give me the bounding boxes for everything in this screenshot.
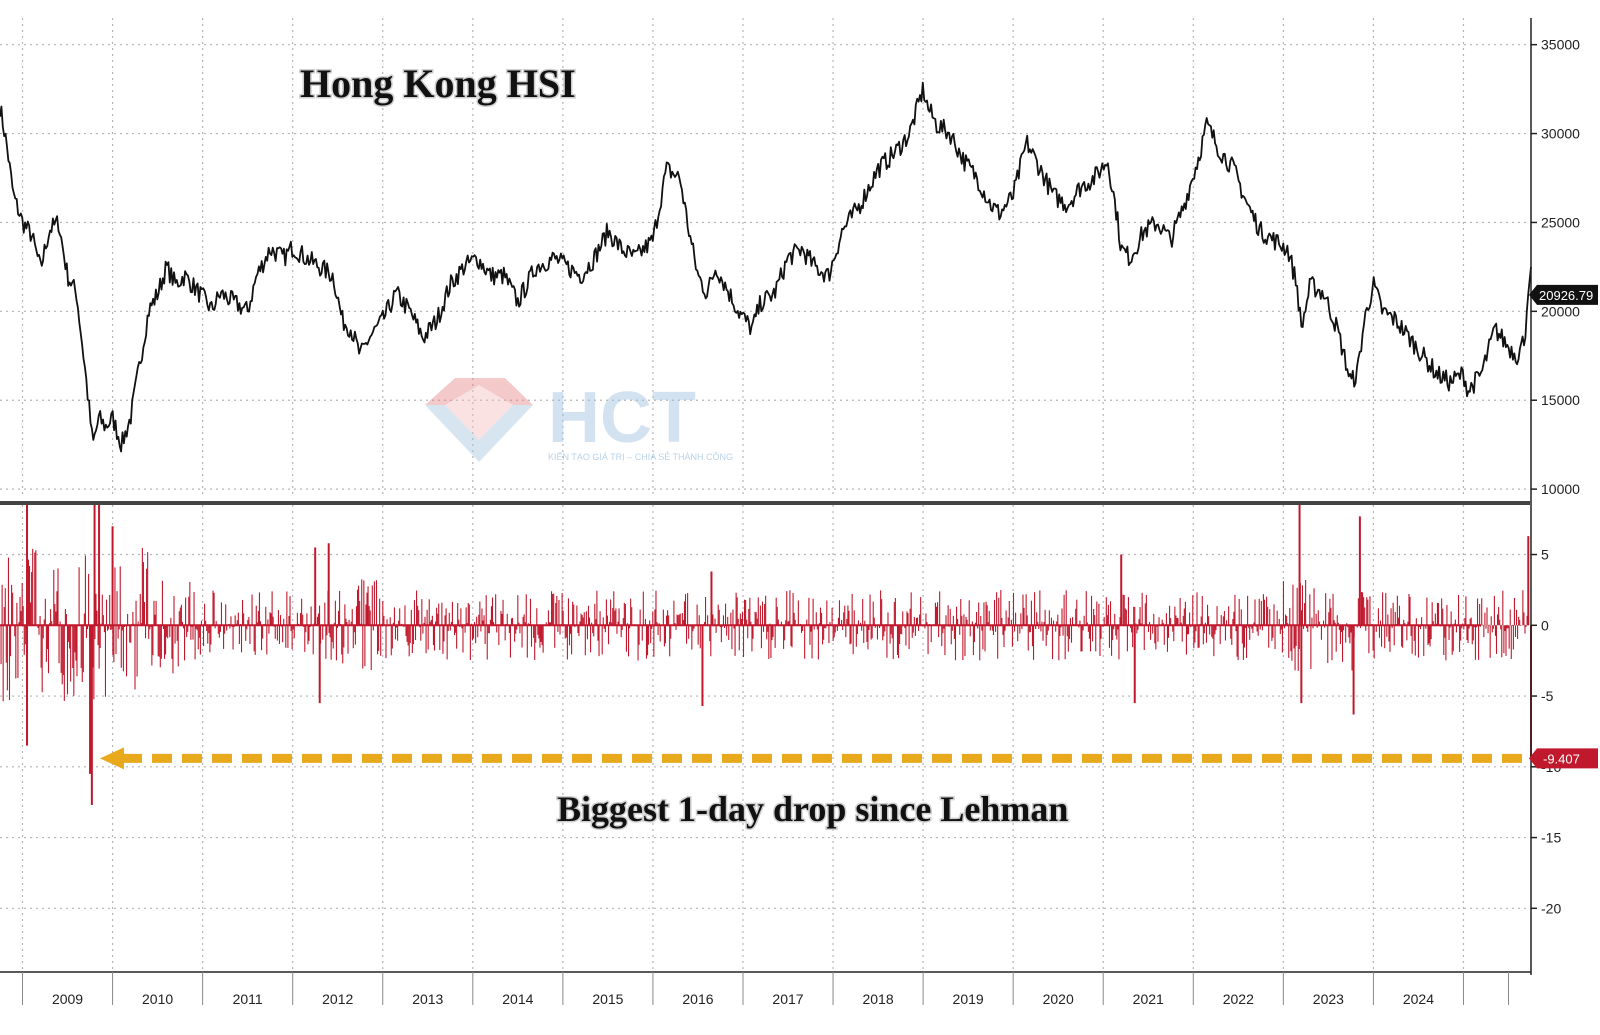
top-panel-grid — [0, 18, 1531, 498]
watermark-tagline: KIẾN TẠO GIÁ TRỊ – CHIA SẺ THÀNH CÔNG — [548, 451, 733, 462]
top-y-tick-label: 35000 — [1541, 37, 1580, 53]
watermark-text: HCT — [548, 378, 696, 458]
hsi-series-line — [0, 81, 1532, 453]
x-axis: 2008200920102011201220132014201520162017… — [22, 972, 1509, 1007]
x-tick-label: 2019 — [953, 991, 984, 1007]
top-y-tick-label: 25000 — [1541, 214, 1580, 230]
top-y-axis: 10000 15000 20000 25000 30000 35000 — [1531, 37, 1580, 497]
x-tick-label: 2011 — [233, 991, 263, 1007]
annotation-arrow — [99, 747, 1527, 770]
bottom-y-tick-label: -20 — [1541, 900, 1561, 916]
bottom-y-tick-label: 0 — [1541, 617, 1549, 633]
x-tick-label: 2014 — [502, 991, 533, 1007]
bottom-y-tick-label: -15 — [1541, 830, 1561, 846]
x-tick-label: 2022 — [1223, 991, 1254, 1007]
bottom-y-tick-label: 5 — [1541, 547, 1549, 563]
x-tick-label: 2021 — [1133, 991, 1164, 1007]
x-tick-label: 2016 — [682, 991, 713, 1007]
annotation-text: Biggest 1-day drop since Lehman — [557, 789, 1068, 829]
top-y-tick-label: 30000 — [1541, 126, 1580, 142]
panel-divider — [0, 501, 1530, 505]
last-value-badge-top: 20926.79 — [1529, 284, 1598, 305]
hct-watermark: HCT KIẾN TẠO GIÁ TRỊ – CHIA SẺ THÀNH CÔN… — [425, 378, 733, 462]
x-tick-label: 2009 — [52, 991, 83, 1007]
x-tick-label: 2010 — [142, 991, 173, 1007]
x-tick-label: 2020 — [1043, 991, 1074, 1007]
x-tick-label: 2017 — [772, 991, 803, 1007]
x-tick-label: 2015 — [592, 991, 623, 1007]
last-value-badge-bottom: -9.407 — [1529, 748, 1598, 769]
x-tick-label: 2024 — [1403, 991, 1434, 1007]
hct-logo-icon — [425, 378, 533, 462]
top-y-tick-label: 10000 — [1541, 481, 1580, 497]
chart-title: Hong Kong HSI — [300, 61, 576, 106]
top-y-tick-label: 20000 — [1541, 303, 1580, 319]
x-tick-label: 2013 — [412, 991, 443, 1007]
x-tick-label: 2023 — [1313, 991, 1344, 1007]
x-tick-label: 2012 — [322, 991, 353, 1007]
last-value-label-top: 20926.79 — [1539, 288, 1593, 303]
top-y-tick-label: 15000 — [1541, 392, 1580, 408]
last-value-label-bottom: -9.407 — [1543, 751, 1580, 766]
bottom-y-tick-label: -5 — [1541, 688, 1554, 704]
x-tick-label: 2018 — [862, 991, 893, 1007]
